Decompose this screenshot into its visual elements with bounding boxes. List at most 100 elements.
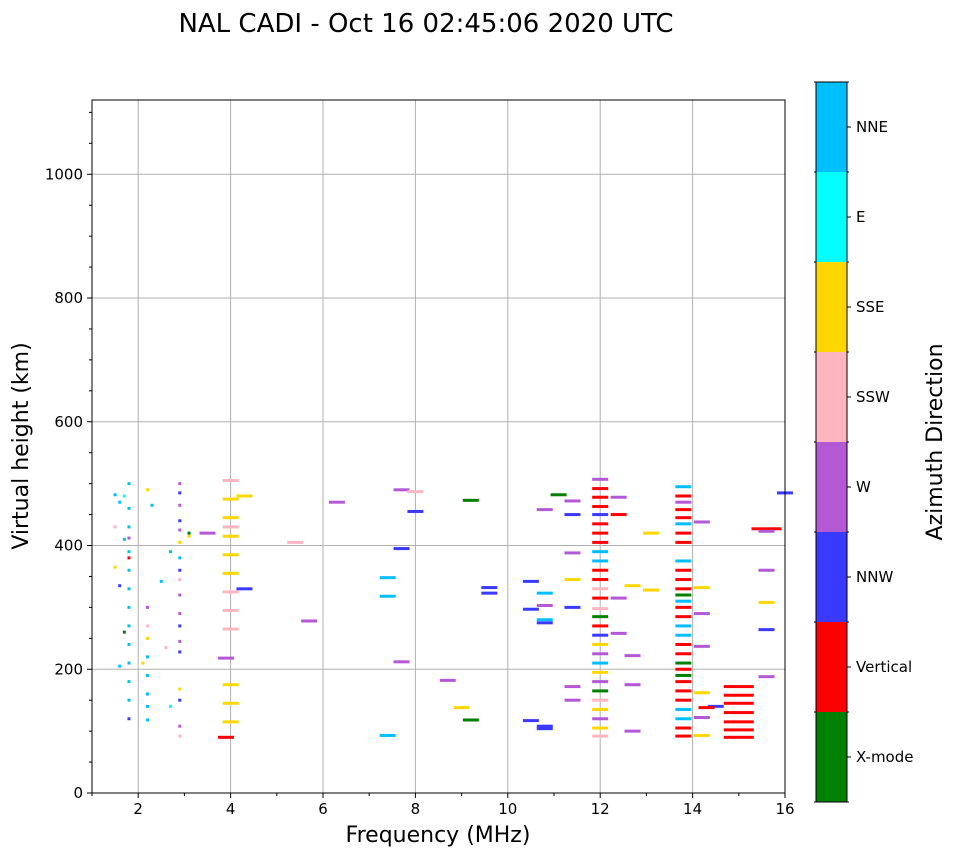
echo-point: [236, 494, 253, 498]
colorbar-segment: [816, 352, 847, 442]
echo-point: [453, 706, 470, 710]
echo-point: [564, 499, 581, 503]
echo-point: [178, 724, 182, 728]
colorbar: X-mode Vertical NNW W SSW SSE E NNE: [814, 81, 913, 803]
y-tick-label: 200: [54, 660, 83, 678]
echo-point: [178, 687, 182, 691]
echo-point: [723, 711, 754, 715]
echo-point: [592, 513, 609, 517]
echo-point: [122, 494, 126, 498]
echo-point: [564, 513, 581, 517]
echo-point: [536, 508, 553, 512]
echo-point: [379, 733, 396, 737]
echo-point: [122, 630, 126, 634]
echo-point: [222, 516, 239, 520]
y-tick-label: 1000: [45, 165, 83, 183]
echo-point: [178, 491, 182, 495]
colorbar-label-nnw: NNW: [856, 568, 893, 586]
echo-point: [592, 734, 609, 738]
echo-point: [592, 487, 609, 491]
echo-point: [675, 578, 692, 582]
echo-point: [462, 498, 479, 502]
y-tick-label: 600: [54, 413, 83, 431]
echo-point: [564, 685, 581, 689]
echo-point: [693, 733, 710, 737]
echo-point: [675, 531, 692, 535]
echo-point: [145, 605, 149, 609]
echo-point: [675, 540, 692, 544]
echo-point: [723, 735, 754, 739]
echo-point: [178, 612, 182, 616]
echo-point: [675, 605, 692, 609]
echo-point: [113, 525, 117, 529]
y-axis-label: Virtual height (km): [9, 342, 34, 549]
echo-point: [113, 493, 117, 497]
echo-point: [536, 724, 553, 728]
echo-point: [222, 683, 239, 687]
echo-point: [127, 556, 131, 560]
echo-point: [169, 550, 173, 554]
echo-point: [675, 734, 692, 738]
echo-point: [592, 550, 609, 554]
colorbar-label-x-mode: X-mode: [856, 748, 913, 766]
echo-point: [675, 707, 692, 711]
x-tick-label: 8: [411, 800, 421, 818]
echo-point: [610, 596, 627, 600]
echo-point: [675, 508, 692, 512]
x-tick-label: 16: [775, 800, 794, 818]
echo-point: [592, 726, 609, 730]
echo-point: [592, 633, 609, 637]
echo-point: [187, 531, 191, 535]
echo-point: [624, 654, 641, 658]
echo-point: [592, 522, 609, 526]
echo-point: [624, 729, 641, 733]
x-tick-label: 12: [591, 800, 610, 818]
echo-point: [675, 726, 692, 730]
echo-point: [592, 568, 609, 572]
echo-point: [536, 591, 553, 595]
echo-point: [127, 624, 131, 628]
colorbar-label-nne: NNE: [856, 118, 888, 136]
echo-point: [178, 698, 182, 702]
echo-point: [222, 701, 239, 705]
echo-point: [178, 650, 182, 654]
echo-point: [751, 527, 782, 531]
echo-point: [439, 678, 456, 682]
echo-point: [675, 667, 692, 671]
echo-point: [592, 596, 609, 600]
echo-point: [127, 698, 131, 702]
colorbar-segment: [816, 532, 847, 622]
echo-point: [127, 506, 131, 510]
echo-point: [127, 550, 131, 554]
echo-point: [758, 568, 775, 572]
echo-point: [222, 608, 239, 612]
echo-point: [592, 670, 609, 674]
echo-point: [624, 683, 641, 687]
echo-point: [236, 587, 253, 591]
echo-point: [127, 568, 131, 572]
echo-point: [675, 643, 692, 646]
echo-point: [393, 660, 410, 664]
echo-point: [127, 525, 131, 529]
echo-point: [187, 534, 191, 538]
echo-point: [178, 519, 182, 523]
echo-point: [222, 627, 239, 631]
echo-point: [118, 584, 122, 588]
echo-point: [592, 540, 609, 544]
echo-point: [145, 704, 149, 708]
x-axis-label: Frequency (MHz): [346, 823, 531, 848]
echo-point: [407, 509, 424, 513]
echo-point: [217, 656, 234, 660]
echo-points: [113, 477, 793, 739]
echo-point: [481, 586, 498, 590]
echo-point: [393, 488, 410, 492]
colorbar-segment: [816, 262, 847, 352]
colorbar-segment: [816, 82, 847, 172]
echo-point: [758, 675, 775, 679]
colorbar-frame: [815, 81, 848, 803]
echo-point: [723, 685, 754, 689]
echo-point: [675, 615, 692, 619]
echo-point: [675, 599, 692, 603]
echo-point: [178, 556, 182, 560]
echo-point: [675, 500, 692, 504]
